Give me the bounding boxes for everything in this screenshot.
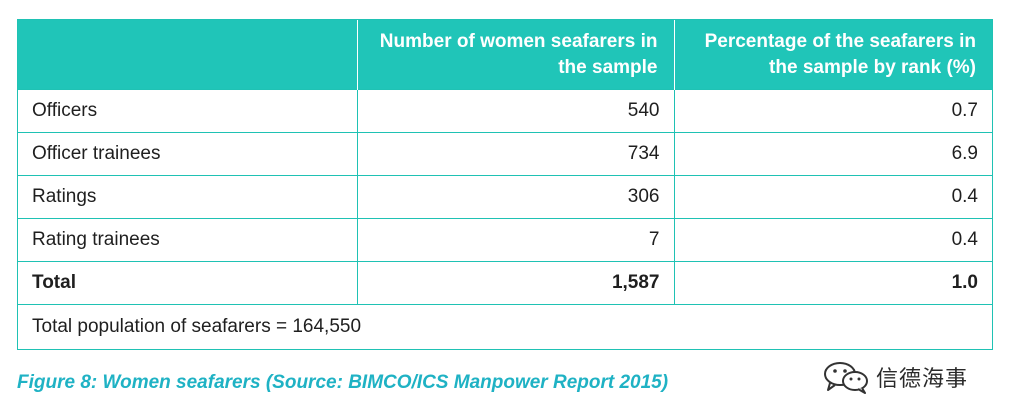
header-row: Number of women seafarers in the sample … [18,20,992,90]
percentage-cell: 0.7 [674,89,992,133]
number-cell: 306 [357,175,675,219]
watermark: 信德海事 [822,360,968,394]
percentage-cell: 0.4 [674,175,992,219]
table-header: Number of women seafarers in the sample … [18,20,992,90]
data-table-container: Number of women seafarers in the sample … [17,19,993,350]
number-cell: 540 [357,89,675,133]
women-seafarers-table: Number of women seafarers in the sample … [18,20,992,349]
total-row: Total 1,587 1.0 [18,261,992,305]
table-row: Rating trainees 7 0.4 [18,218,992,262]
percentage-cell: 6.9 [674,132,992,176]
total-percentage: 1.0 [674,261,992,305]
wechat-icon [824,362,868,394]
header-rank [18,20,358,90]
rank-cell: Rating trainees [18,218,358,262]
total-label: Total [18,261,358,305]
header-number: Number of women seafarers in the sample [357,20,675,90]
header-percentage: Percentage of the seafarers in the sampl… [674,20,992,90]
rank-cell: Ratings [18,175,358,219]
number-cell: 734 [357,132,675,176]
table-row: Officer trainees 734 6.9 [18,132,992,176]
number-cell: 7 [357,218,675,262]
table-body: Officers 540 0.7 Officer trainees 734 6.… [18,89,992,349]
watermark-text: 信德海事 [876,367,969,392]
total-population-note: Total population of seafarers = 164,550 [18,304,992,349]
figure-caption: Figure 8: Women seafarers (Source: BIMCO… [17,372,669,393]
rank-cell: Officers [18,89,358,133]
percentage-cell: 0.4 [674,218,992,262]
footer-row: Total population of seafarers = 164,550 [18,304,992,349]
rank-cell: Officer trainees [18,132,358,176]
total-number: 1,587 [357,261,675,305]
table-row: Officers 540 0.7 [18,89,992,133]
table-row: Ratings 306 0.4 [18,175,992,219]
